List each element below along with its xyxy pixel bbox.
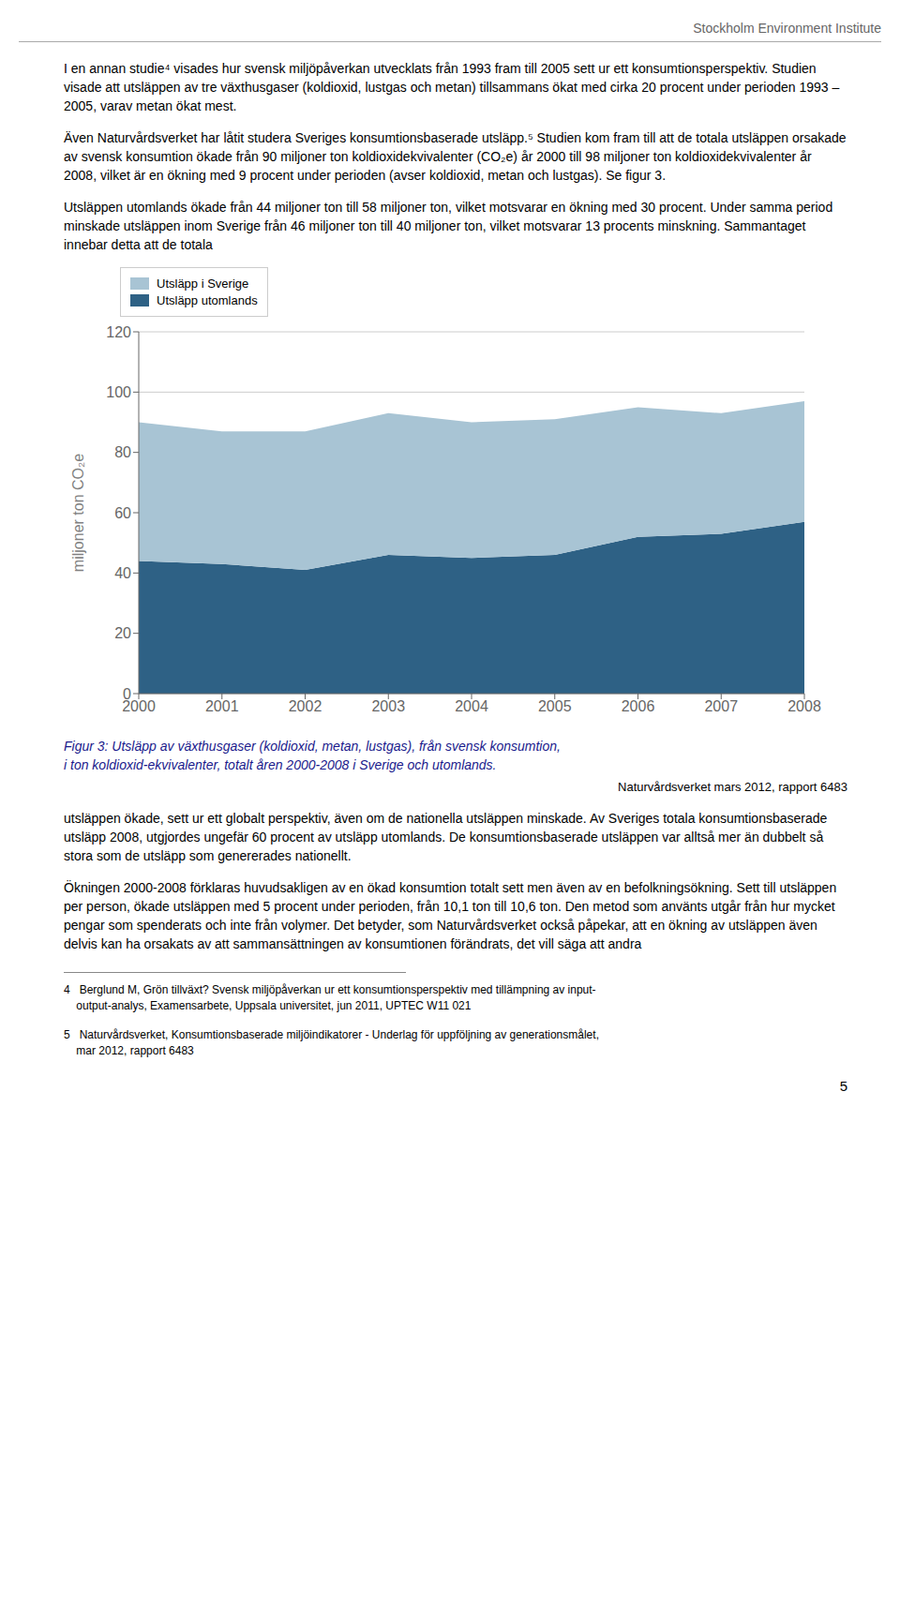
html-text:utsläppen ökade, sett ur ett g: utsläppen ökade, sett ur ett globalt per… (63, 810, 828, 864)
html-text:Naturvårdsverket mars 2012, ra: Naturvårdsverket mars 2012, rapport 6483 (617, 780, 848, 795)
html-text:i ton koldioxid-ekvivalenter,: i ton koldioxid-ekvivalenter, totalt åre… (63, 757, 497, 773)
svg-text:2006: 2006 (621, 698, 656, 715)
svg-text:2001: 2001 (205, 698, 240, 715)
html-text:Stockholm Environment Institut: Stockholm Environment Institute (693, 20, 882, 36)
html-text:Utsläpp utomlands: Utsläpp utomlands (156, 293, 258, 308)
svg-text:2000: 2000 (122, 698, 156, 715)
html-text:Ökningen 2000-2008 förklaras h: Ökningen 2000-2008 förklaras huvudsaklig… (63, 880, 837, 952)
html-text:Utsläpp i Sverige: Utsläpp i Sverige (156, 276, 249, 291)
svg-text:20: 20 (114, 625, 132, 642)
html-text:I en annan studie⁴ visades hur: I en annan studie⁴ visades hur svensk mi… (63, 60, 840, 114)
svg-text:40: 40 (114, 565, 132, 582)
svg-text:80: 80 (114, 444, 132, 461)
svg-text:120: 120 (105, 324, 132, 341)
html-text:5: 5 (839, 1078, 848, 1095)
svg-text:0: 0 (122, 686, 132, 703)
html-text:4 Berglund M, Grön tillväxt? S: 4 Berglund M, Grön tillväxt? Svensk milj… (63, 983, 596, 1013)
html-text:Även Naturvårdsverket har låti: Även Naturvårdsverket har låtit studera … (63, 130, 847, 183)
html-text:Figur 3: Utsläpp av växthusgas: Figur 3: Utsläpp av växthusgaser (koldio… (63, 738, 561, 754)
svg-text:100: 100 (105, 384, 132, 401)
html-text:5 Naturvårdsverket, Konsumtion: 5 Naturvårdsverket, Konsumtionsbaserade … (63, 1028, 600, 1058)
html-text:Utsläppen utomlands ökade från: Utsläppen utomlands ökade från 44 miljon… (63, 199, 833, 253)
svg-text:2003: 2003 (371, 698, 405, 715)
svg-text:2002: 2002 (288, 698, 323, 715)
svg-text:2005: 2005 (538, 698, 572, 715)
svg-text:2007: 2007 (704, 698, 738, 715)
svg-text:miljoner ton CO₂e: miljoner ton CO₂e (70, 453, 87, 572)
svg-text:60: 60 (114, 505, 132, 522)
svg-text:2004: 2004 (454, 698, 489, 715)
svg-text:2008: 2008 (787, 698, 822, 715)
